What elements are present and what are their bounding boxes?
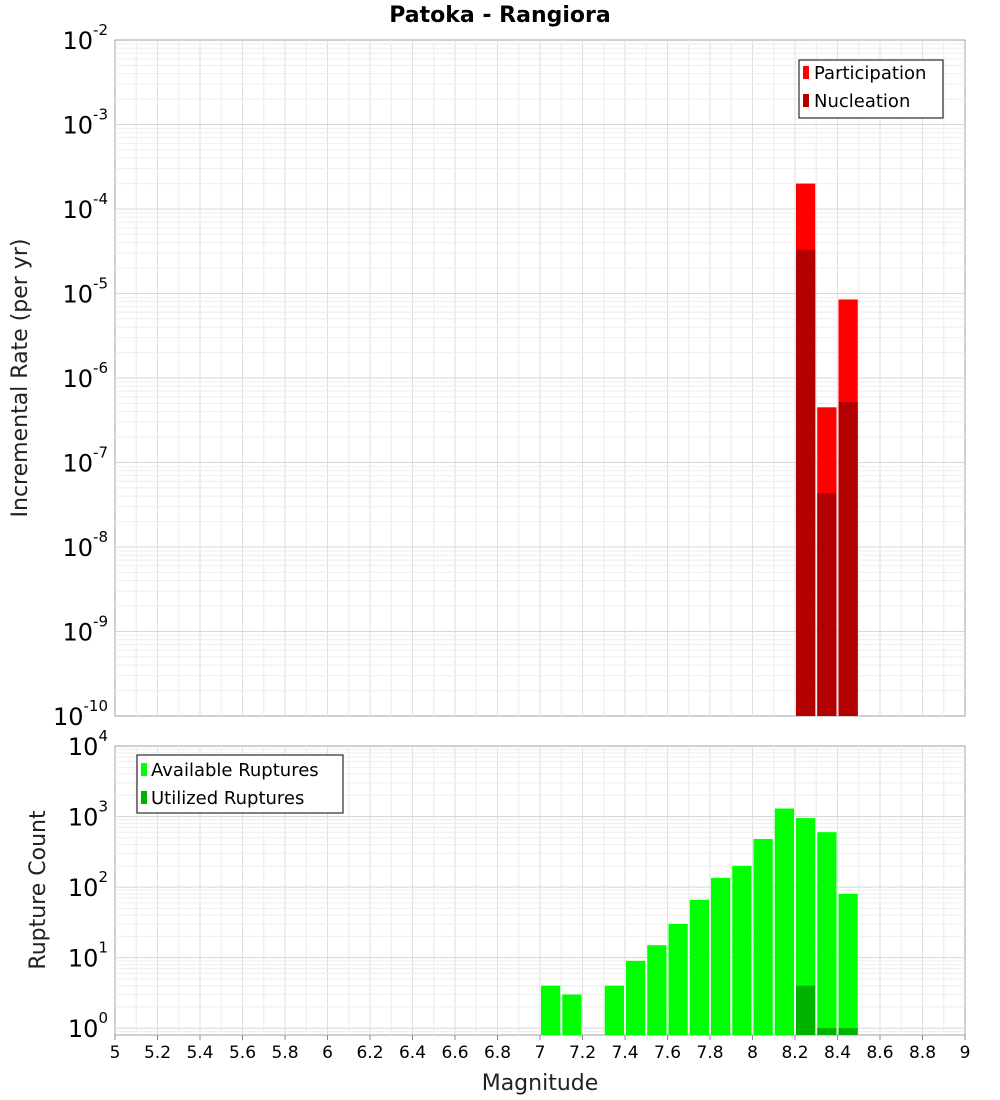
- utilized-ruptures-bar: [796, 985, 816, 1035]
- x-tick-label: 5.6: [229, 1043, 256, 1063]
- count-y-tick-label: 100: [68, 1009, 108, 1043]
- rate-legend-box: [798, 59, 944, 119]
- available-ruptures-bar: [753, 839, 773, 1035]
- rate-y-tick-label: 10-7: [62, 444, 108, 478]
- x-tick-label: 7: [535, 1043, 546, 1063]
- x-tick-label: 7.2: [569, 1043, 596, 1063]
- x-tick-label: 7.8: [696, 1043, 723, 1063]
- count-panel: 100 101 102 103 104 5 5.2 5.4 5.6 5.8 6 6.2 6.4 6.6 6…: [26, 727, 970, 1096]
- rate-y-tick-label: 10-3: [62, 106, 108, 140]
- rate-legend: Participation Nucleation: [798, 59, 944, 119]
- available-ruptures-bar: [647, 945, 667, 1035]
- nucleation-bar: [817, 493, 837, 716]
- x-tick-label: 6.6: [441, 1043, 468, 1063]
- count-y-axis-label: Rupture Count: [26, 810, 51, 970]
- available-ruptures-bar: [838, 893, 858, 1035]
- participation-legend-label: Participation: [814, 63, 926, 84]
- x-tick-label: 6.4: [399, 1043, 426, 1063]
- rate-grid: [115, 40, 965, 716]
- available-ruptures-bar: [732, 865, 752, 1035]
- x-ticks: 5 5.2 5.4 5.6 5.8 6 6.2 6.4 6.6 6.8 7 7.2 7.4 7.6 7.8 8…: [110, 1035, 971, 1063]
- available-ruptures-bar: [562, 994, 582, 1035]
- rate-panel: 10-10 10-9 10-8 10-7 10-6 10-5 10-4 10-3 10-2 In…: [8, 21, 966, 731]
- x-tick-label: 6.8: [484, 1043, 511, 1063]
- rate-y-tick-label: 10-4: [62, 190, 108, 224]
- x-axis-label: Magnitude: [482, 1071, 599, 1096]
- count-y-tick-label: 101: [68, 939, 108, 973]
- nucleation-bar: [838, 401, 858, 716]
- x-tick-label: 5.4: [186, 1043, 213, 1063]
- available-ruptures-bar: [668, 923, 688, 1035]
- available-ruptures-bar: [774, 808, 794, 1035]
- count-bars: [541, 808, 858, 1035]
- x-tick-label: 5: [110, 1043, 121, 1063]
- x-tick-label: 8.6: [866, 1043, 893, 1063]
- rate-y-tick-label: 10-5: [62, 275, 108, 309]
- x-tick-label: 7.4: [611, 1043, 638, 1063]
- count-legend-box: [136, 754, 344, 814]
- x-tick-label: 7.6: [654, 1043, 681, 1063]
- rate-y-tick-label: 10-2: [62, 21, 108, 55]
- rate-y-tick-label: 10-10: [53, 697, 108, 731]
- available-ruptures-bar: [711, 877, 731, 1035]
- available-ruptures-bar: [689, 899, 709, 1035]
- available-ruptures-bar: [817, 832, 837, 1035]
- x-tick-label: 8.2: [781, 1043, 808, 1063]
- available-ruptures-bar: [541, 985, 561, 1035]
- available-ruptures-bar: [626, 960, 646, 1035]
- rate-y-tick-label: 10-6: [62, 359, 108, 393]
- utilized-legend-label: Utilized Ruptures: [151, 788, 304, 809]
- count-y-tick-label: 103: [68, 798, 108, 832]
- x-tick-label: 5.8: [271, 1043, 298, 1063]
- count-y-ticks: 100 101 102 103 104: [68, 727, 108, 1043]
- participation-legend-swatch: [803, 66, 809, 79]
- rate-y-ticks: 10-10 10-9 10-8 10-7 10-6 10-5 10-4 10-3 10-2: [53, 21, 108, 731]
- nucleation-bar: [796, 249, 816, 716]
- x-tick-label: 9: [960, 1043, 971, 1063]
- count-legend: Available Ruptures Utilized Ruptures: [136, 754, 344, 814]
- rate-bars: [796, 183, 858, 716]
- utilized-ruptures-bar: [838, 1028, 858, 1035]
- rate-y-axis-label: Incremental Rate (per yr): [8, 239, 33, 518]
- count-y-tick-label: 102: [68, 868, 108, 902]
- chart-title: Patoka - Rangiora: [389, 3, 610, 28]
- utilized-legend-swatch: [141, 791, 147, 804]
- rate-y-tick-label: 10-9: [62, 613, 108, 647]
- nucleation-legend-swatch: [803, 94, 809, 107]
- utilized-ruptures-bar: [817, 1028, 837, 1035]
- x-tick-label: 8.4: [824, 1043, 851, 1063]
- available-ruptures-bar: [604, 985, 624, 1035]
- x-tick-label: 6.2: [356, 1043, 383, 1063]
- available-legend-swatch: [141, 763, 147, 776]
- nucleation-legend-label: Nucleation: [814, 91, 910, 112]
- count-y-tick-label: 104: [68, 727, 108, 761]
- available-legend-label: Available Ruptures: [151, 760, 319, 781]
- x-tick-label: 6: [322, 1043, 333, 1063]
- rate-y-tick-label: 10-8: [62, 528, 108, 562]
- available-ruptures-bar: [796, 818, 816, 1035]
- x-tick-label: 5.2: [144, 1043, 171, 1063]
- x-tick-label: 8.8: [909, 1043, 936, 1063]
- x-tick-label: 8: [747, 1043, 758, 1063]
